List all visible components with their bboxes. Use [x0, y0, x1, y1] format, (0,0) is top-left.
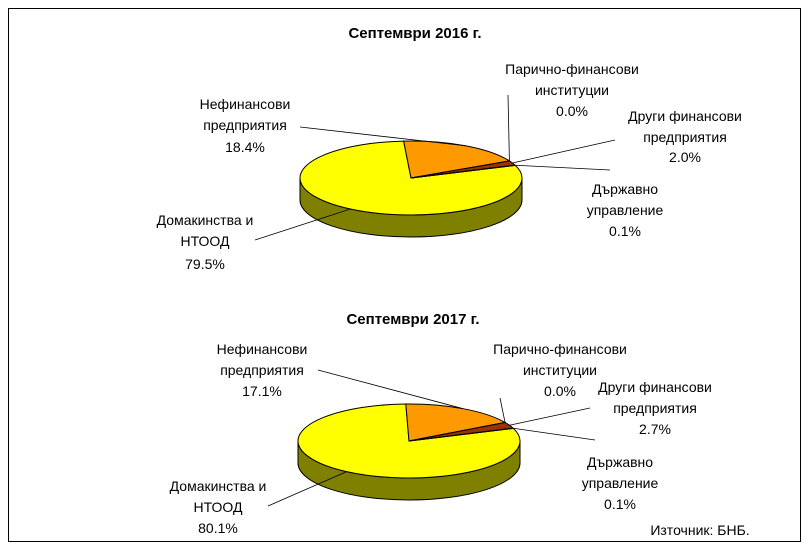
value-label: 79.5%: [185, 256, 225, 272]
leader-line: [317, 369, 464, 410]
slice-label: Държавно управление: [587, 181, 664, 218]
slice-label: Нефинансови предприятия: [217, 341, 308, 378]
leader-line: [254, 208, 351, 241]
chart-title: Септември 2016 г.: [348, 25, 481, 42]
slice-label: Държавно управление: [582, 454, 659, 491]
leader-line: [509, 407, 591, 426]
leader-line: [299, 126, 466, 147]
chart-title: Септември 2017 г.: [346, 311, 479, 328]
slice-label: Домакинства и НТООД: [170, 478, 267, 515]
value-label: 0.0%: [556, 103, 588, 119]
value-label: 2.7%: [639, 421, 671, 437]
leader-line: [267, 471, 347, 507]
source: Източник: БНБ.: [650, 522, 749, 538]
value-label: 80.1%: [198, 520, 238, 536]
value-label: 17.1%: [242, 383, 282, 399]
slice-label: Нефинансови предприятия: [200, 96, 291, 133]
leader-line: [507, 94, 510, 161]
leader-line: [513, 427, 596, 441]
leader-line: [512, 139, 616, 164]
leader-line: [499, 397, 506, 423]
slice-label: Парично-финансови институции: [493, 341, 627, 378]
value-label: 0.1%: [609, 223, 641, 239]
leader-line: [515, 164, 611, 171]
value-label: 0.1%: [604, 496, 636, 512]
value-label: 18.4%: [225, 139, 265, 155]
value-label: 2.0%: [669, 149, 701, 165]
slice-label: Други финансови предприятия: [628, 108, 742, 145]
slice-label: Домакинства и НТООД: [157, 212, 254, 249]
slice-label: Други финансови предприятия: [598, 379, 712, 416]
slice-label: Парично-финансови институции: [505, 61, 639, 98]
value-label: 0.0%: [544, 383, 576, 399]
